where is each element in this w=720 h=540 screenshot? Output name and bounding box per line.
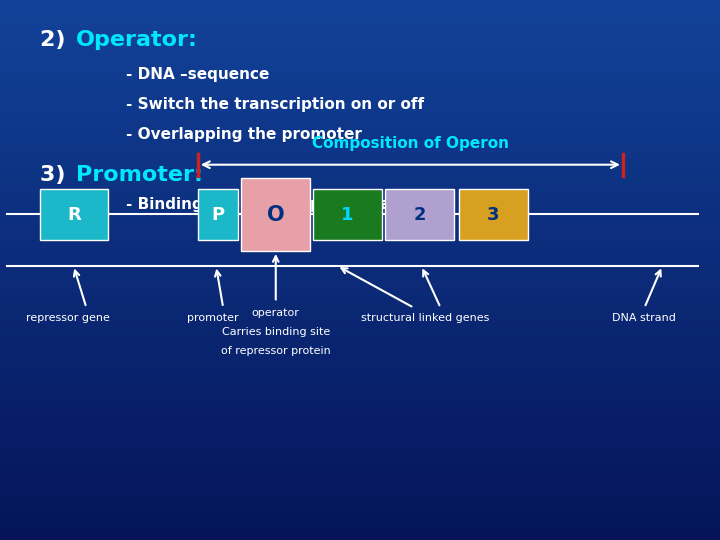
Text: repressor gene: repressor gene — [27, 313, 110, 323]
Bar — [385, 189, 454, 240]
Text: - DNA –sequence: - DNA –sequence — [126, 68, 269, 83]
Text: 2: 2 — [413, 206, 426, 224]
Text: 1: 1 — [341, 206, 354, 224]
Text: P: P — [211, 206, 225, 224]
Text: O: O — [266, 205, 284, 225]
Bar — [313, 189, 382, 240]
Text: Operator:: Operator: — [76, 30, 197, 50]
Text: - Overlapping the promoter: - Overlapping the promoter — [126, 127, 362, 142]
Text: 3): 3) — [40, 165, 73, 185]
Text: Carries binding site: Carries binding site — [222, 327, 330, 337]
Text: 2): 2) — [40, 30, 73, 50]
Text: - Switch the transcription on or off: - Switch the transcription on or off — [126, 97, 424, 112]
Text: promoter: promoter — [186, 313, 238, 323]
Bar — [198, 189, 238, 240]
Text: Promoter:: Promoter: — [76, 165, 202, 185]
Text: DNA strand: DNA strand — [613, 313, 676, 323]
Text: Composition of Operon: Composition of Operon — [312, 136, 509, 151]
Text: operator: operator — [252, 308, 300, 318]
Bar — [241, 178, 310, 251]
Text: R: R — [67, 206, 81, 224]
Text: structural linked genes: structural linked genes — [361, 313, 489, 323]
Bar — [40, 189, 108, 240]
Text: of repressor protein: of repressor protein — [221, 346, 330, 356]
Bar — [459, 189, 528, 240]
Text: 3: 3 — [487, 206, 500, 224]
Text: - Binding site of RNA-polymerase: - Binding site of RNA-polymerase — [126, 197, 410, 212]
